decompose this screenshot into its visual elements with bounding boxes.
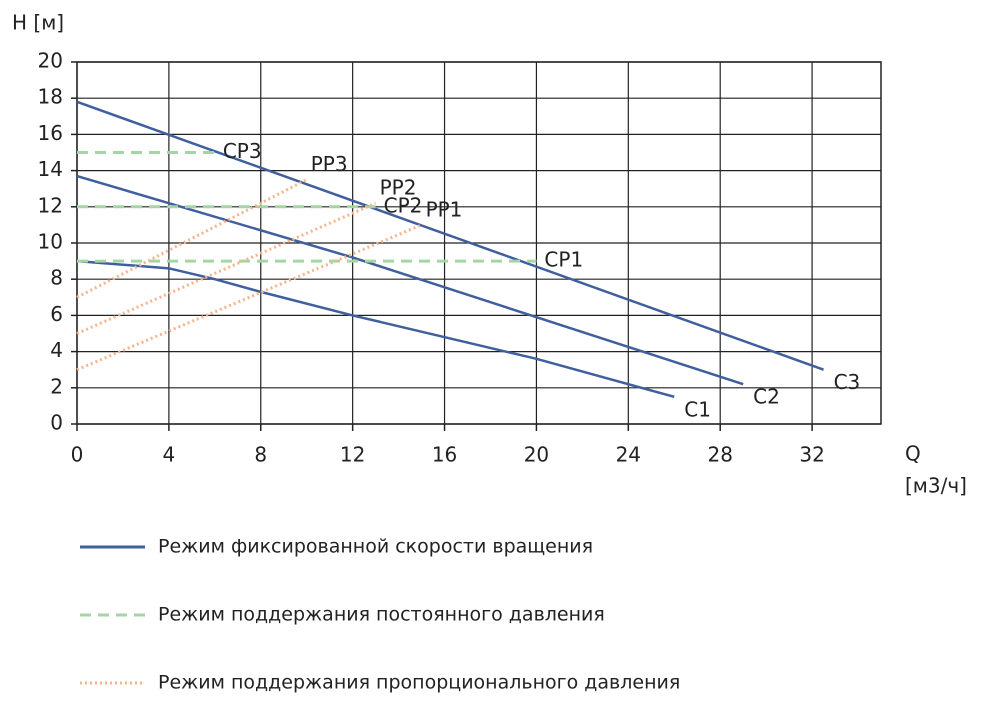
x-tick-label: 8 (254, 443, 267, 467)
curve-label: CP3 (223, 139, 262, 163)
curve-label: CP1 (544, 248, 583, 272)
curve (76, 201, 377, 335)
curve-label: CP2 (384, 193, 423, 217)
y-tick-label: 20 (38, 49, 63, 73)
curve (76, 259, 675, 399)
curve-label: PP3 (311, 152, 348, 176)
y-tick-label: 2 (50, 374, 63, 398)
y-tick-label: 0 (50, 411, 63, 435)
x-axis-unit: [м3/ч] (905, 474, 967, 498)
x-tick-label: 32 (799, 443, 824, 467)
curve (76, 178, 308, 299)
x-tick-label: 4 (163, 443, 176, 467)
y-tick-label: 8 (50, 266, 63, 290)
x-tick-label: 24 (616, 443, 641, 467)
x-tick-label: 0 (71, 443, 84, 467)
y-tick-label: 18 (38, 85, 63, 109)
y-tick-label: 14 (38, 157, 63, 181)
curve-label: PP1 (426, 197, 463, 221)
x-axis-label: Q (905, 442, 921, 466)
y-tick-label: 16 (38, 121, 63, 145)
curve-label: C3 (834, 370, 861, 394)
curve-label: C1 (684, 397, 711, 421)
y-tick-label: 4 (50, 338, 63, 362)
curve-label: C2 (753, 385, 780, 409)
legend-label: Режим фиксированной скорости вращения (158, 536, 593, 558)
x-tick-label: 20 (524, 443, 549, 467)
y-tick-label: 10 (38, 230, 63, 254)
curve-label: PP2 (380, 176, 417, 200)
y-tick-label: 12 (38, 193, 63, 217)
curve (76, 223, 423, 372)
legend-label: Режим поддержания пропорционального давл… (158, 672, 680, 694)
x-tick-label: 28 (707, 443, 732, 467)
y-tick-label: 6 (50, 302, 63, 326)
y-axis-label: H [м] (12, 11, 64, 35)
legend-label: Режим поддержания постоянного давления (158, 604, 605, 626)
x-tick-label: 16 (432, 443, 457, 467)
curve (76, 100, 824, 371)
plot-frame (76, 61, 882, 425)
curve (76, 174, 744, 386)
x-tick-label: 12 (340, 443, 365, 467)
